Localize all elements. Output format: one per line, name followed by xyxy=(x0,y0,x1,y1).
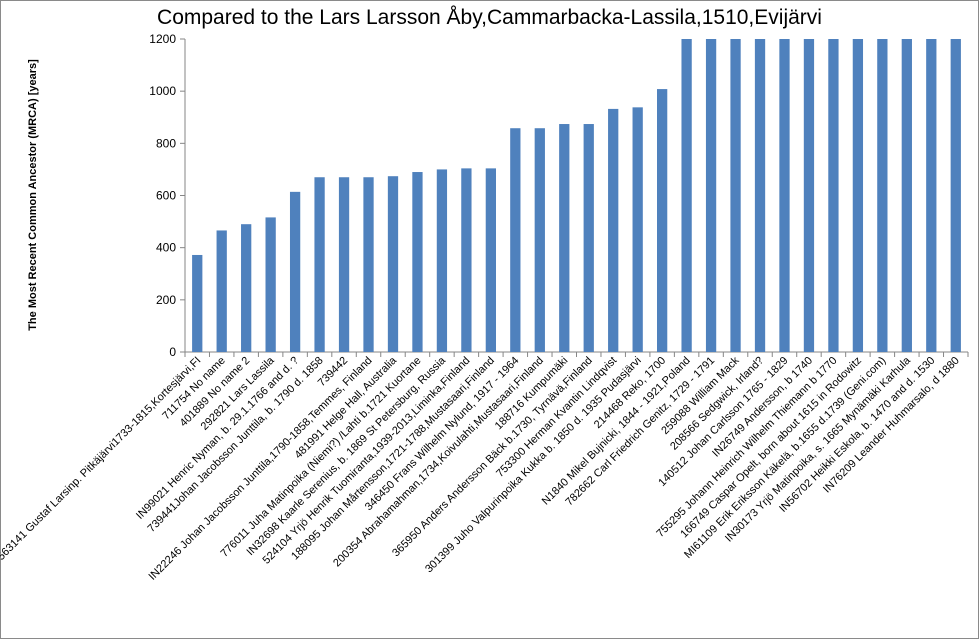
bar xyxy=(852,39,864,352)
bars xyxy=(192,39,961,353)
bar xyxy=(192,254,203,352)
bar xyxy=(754,39,766,352)
bar xyxy=(338,177,350,352)
y-tick-label: 800 xyxy=(156,136,176,150)
bar xyxy=(534,128,545,352)
x-tick-labels: 563141 Gustaf Larsinp. Pitkäjärvi1733-18… xyxy=(0,354,962,583)
bar xyxy=(779,39,790,352)
bar xyxy=(705,39,717,352)
bar xyxy=(363,177,374,352)
bar xyxy=(216,230,227,352)
bar xyxy=(583,124,594,352)
bar xyxy=(559,124,570,352)
bar xyxy=(461,168,472,352)
bar xyxy=(485,168,496,352)
bar xyxy=(265,217,276,352)
bar xyxy=(632,107,643,352)
bar xyxy=(387,176,399,352)
bar xyxy=(730,39,741,352)
bar xyxy=(877,39,888,352)
bar xyxy=(950,39,961,352)
bar xyxy=(436,169,448,352)
bar xyxy=(608,108,619,353)
bar xyxy=(510,128,521,352)
bar xyxy=(412,172,423,352)
y-tick-label: 1200 xyxy=(149,32,176,46)
y-tick-labels: 0 200 400 600 800 1000 1200 xyxy=(149,32,176,359)
bar xyxy=(926,39,937,352)
bar xyxy=(803,39,815,352)
chart-title: Compared to the Lars Larsson Åby,Cammarb… xyxy=(157,6,822,29)
y-tick-label: 600 xyxy=(156,189,176,203)
y-tick-label: 1000 xyxy=(149,84,176,98)
bar xyxy=(314,177,325,352)
bar xyxy=(681,39,692,352)
y-tick-label: 200 xyxy=(156,293,176,307)
y-tick-label: 0 xyxy=(169,345,176,359)
bar xyxy=(241,224,252,352)
bar xyxy=(901,39,912,352)
bar xyxy=(657,89,668,352)
bar xyxy=(828,39,839,352)
bar xyxy=(289,191,301,352)
y-tick-label: 400 xyxy=(156,241,176,255)
x-tick-label: 563141 Gustaf Larsinp. Pitkäjärvi1733-18… xyxy=(0,355,203,563)
